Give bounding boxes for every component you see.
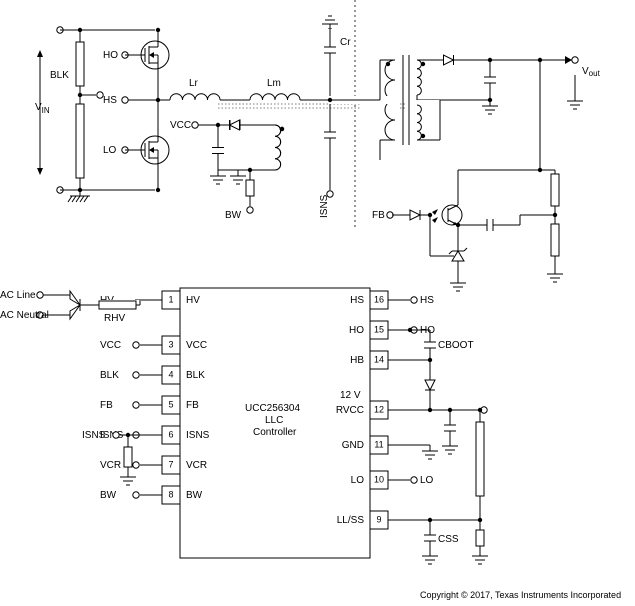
pin-num: 1	[168, 294, 173, 304]
label-blk: BLK	[50, 70, 69, 81]
pin-num: 5	[168, 399, 173, 409]
net-fb: FB	[372, 210, 385, 221]
label-vout: Vout	[582, 66, 601, 78]
pin-name: LO	[351, 475, 365, 486]
label-lm: Lm	[267, 78, 281, 89]
pin-name: VCR	[186, 460, 207, 471]
label-ac-line: AC Line	[0, 290, 36, 301]
label-cr: Cr	[340, 37, 351, 48]
pin-num: 15	[374, 324, 384, 334]
pin-num: 9	[376, 514, 381, 524]
label-rhv: RHV	[104, 313, 125, 324]
net-isns: ISNS	[82, 430, 106, 441]
pin-name: FB	[186, 400, 199, 411]
pin-name: HB	[350, 355, 364, 366]
pin-name: VCC	[186, 340, 207, 351]
net-hs: HS	[103, 95, 117, 106]
label-css: CSS	[438, 534, 459, 545]
net-lo: LO	[103, 145, 117, 156]
pin-num: 6	[168, 429, 173, 439]
pin-num: 4	[168, 369, 173, 379]
pin-num: 12	[374, 404, 384, 414]
ic-line3: Controller	[253, 427, 297, 438]
label-lr: Lr	[189, 78, 199, 89]
label-ac-neutral: AC Neutral	[0, 310, 49, 321]
net-label: HS	[420, 295, 434, 306]
ic-part: UCC256304	[245, 403, 300, 414]
net-bw-aux: BW	[225, 210, 242, 221]
net-label: BLK	[100, 370, 119, 381]
pin-name: LL/SS	[337, 515, 365, 526]
pin-name: RVCC	[336, 405, 364, 416]
pin-name: BW	[186, 490, 203, 501]
copyright: Copyright © 2017, Texas Instruments Inco…	[420, 590, 621, 600]
pin-name: BLK	[186, 370, 205, 381]
pin-num: 7	[168, 459, 173, 469]
svg-text:VIN: VIN	[35, 102, 50, 115]
label-12v: 12 V	[340, 390, 361, 401]
net-label: LO	[420, 475, 434, 486]
net-vcc-aux: VCC	[170, 120, 191, 131]
net-label: VCR	[100, 460, 121, 471]
pin-num: 14	[374, 354, 384, 364]
pin-num: 10	[374, 474, 384, 484]
ic-line2: LLC	[265, 415, 283, 426]
net-ho: HO	[103, 50, 118, 61]
pin-name: GND	[342, 440, 364, 451]
pin-num: 16	[374, 294, 384, 304]
pin-num: 8	[168, 489, 173, 499]
label-isns-top: ISNS	[319, 194, 330, 218]
pin-name: HO	[349, 325, 364, 336]
pin-num: 11	[374, 439, 383, 449]
pin-num: 3	[168, 339, 173, 349]
net-label: FB	[100, 400, 113, 411]
pin-name: HS	[350, 295, 364, 306]
pin-name: HV	[186, 295, 200, 306]
pin-name: ISNS	[186, 430, 210, 441]
net-label: VCC	[100, 340, 121, 351]
net-label: BW	[100, 490, 117, 501]
label-cboot: CBOOT	[438, 340, 474, 351]
